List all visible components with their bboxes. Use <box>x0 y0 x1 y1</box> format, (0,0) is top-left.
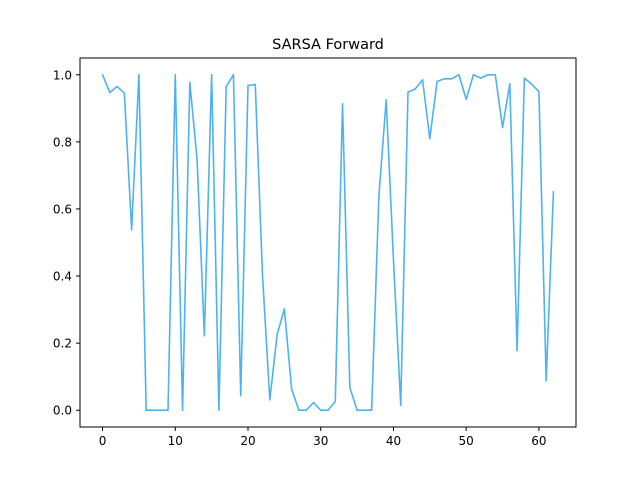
x-tick-label: 50 <box>459 434 474 448</box>
data-point <box>225 85 227 88</box>
data-point <box>363 409 366 412</box>
plot-frame <box>79 57 577 428</box>
data-point <box>538 90 540 93</box>
data-point <box>356 409 358 412</box>
data-point <box>530 83 533 85</box>
data-point <box>341 103 344 105</box>
data-point <box>552 190 555 193</box>
data-point <box>239 394 242 397</box>
data-point <box>545 379 547 382</box>
data-point <box>392 258 395 261</box>
data-point <box>509 83 511 85</box>
data-point <box>159 409 162 412</box>
data-point <box>458 73 460 76</box>
data-point <box>399 404 402 407</box>
data-point <box>189 81 191 84</box>
data-point <box>152 409 155 412</box>
x-axis: 0 10 20 30 40 50 60 <box>99 427 547 448</box>
x-tick-label: 40 <box>386 434 401 448</box>
data-point <box>385 99 387 101</box>
y-tick-label: 0.6 <box>53 202 72 216</box>
data-point <box>101 73 104 76</box>
data-point <box>269 399 271 401</box>
data-point <box>501 126 504 129</box>
x-tick-label: 30 <box>313 434 328 448</box>
x-tick-label: 0 <box>99 434 107 448</box>
data-point <box>378 194 380 197</box>
data-point <box>312 401 315 404</box>
data-point <box>290 388 293 390</box>
data-point <box>370 409 373 412</box>
data-point <box>487 73 489 76</box>
y-axis: 0.0 0.2 0.4 0.6 0.8 1.0 <box>53 68 80 418</box>
data-point <box>298 409 300 412</box>
data-point <box>210 73 213 76</box>
data-point <box>414 88 417 90</box>
data-point <box>472 73 475 76</box>
data-point <box>494 73 497 76</box>
data-point <box>174 73 177 76</box>
chart-title: SARSA Forward <box>272 37 384 53</box>
data-point <box>436 80 438 83</box>
data-point <box>283 308 286 310</box>
y-tick-label: 0.4 <box>53 270 72 284</box>
data-point <box>319 409 322 412</box>
series-layer <box>101 73 555 412</box>
data-point <box>334 400 337 403</box>
y-tick-label: 0.2 <box>53 337 72 351</box>
data-point <box>516 349 518 352</box>
data-point <box>407 91 409 94</box>
data-point <box>109 91 111 94</box>
x-tick-label: 60 <box>531 434 546 448</box>
data-point <box>429 137 431 140</box>
data-point <box>181 409 184 412</box>
data-point <box>232 73 235 76</box>
y-tick-label: 0.0 <box>53 404 72 418</box>
data-point <box>443 78 446 80</box>
data-point <box>203 334 206 337</box>
data-point <box>450 78 453 80</box>
data-point <box>523 77 526 79</box>
y-tick-label: 1.0 <box>53 68 72 82</box>
data-point <box>254 83 257 86</box>
data-point <box>276 333 278 336</box>
data-point <box>349 386 351 389</box>
data-point <box>218 409 220 412</box>
data-point <box>130 228 133 231</box>
data-point <box>465 98 467 101</box>
data-point <box>261 275 264 277</box>
data-point <box>327 409 329 412</box>
data-point <box>479 77 482 79</box>
data-point <box>247 84 249 87</box>
x-tick-label: 10 <box>168 434 183 448</box>
x-tick-label: 20 <box>240 434 255 448</box>
data-point <box>167 409 169 412</box>
data-point <box>305 409 307 412</box>
data-point <box>138 73 140 76</box>
data-point <box>123 92 126 95</box>
data-point <box>145 409 147 412</box>
data-point <box>116 85 118 88</box>
data-point <box>196 158 198 161</box>
data-point <box>421 79 424 81</box>
y-tick-label: 0.8 <box>53 135 72 149</box>
